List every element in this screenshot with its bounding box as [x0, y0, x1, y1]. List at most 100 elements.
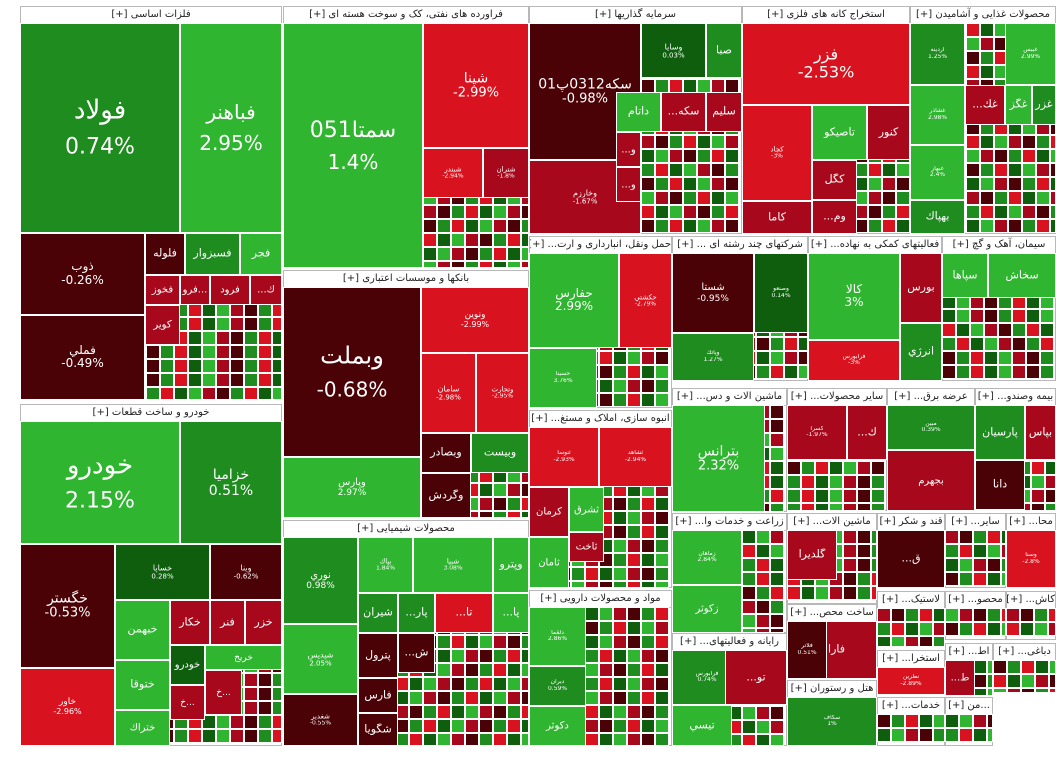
minor-stock-tile[interactable] — [970, 309, 984, 323]
minor-stock-tile[interactable] — [613, 393, 627, 407]
minor-stock-tile[interactable] — [966, 23, 980, 37]
minor-stock-tile[interactable] — [994, 163, 1008, 177]
stock-tile[interactable]: خبهمن — [115, 600, 170, 660]
stock-tile[interactable]: فجر — [240, 233, 282, 275]
minor-stock-tile[interactable] — [202, 373, 216, 387]
minor-stock-tile[interactable] — [174, 359, 188, 373]
minor-stock-tile[interactable] — [843, 475, 857, 489]
minor-stock-tile[interactable] — [970, 365, 984, 379]
minor-stock-tile[interactable] — [984, 351, 998, 365]
minor-stock-tile[interactable] — [984, 337, 998, 351]
sector-title[interactable]: هتل و رستوران [+] — [788, 681, 876, 698]
sector-title[interactable]: ...من [+] — [946, 698, 992, 715]
minor-stock-tile[interactable] — [258, 373, 272, 387]
minor-stock-tile[interactable] — [627, 581, 641, 588]
stock-tile[interactable]: فزر -2.53% — [742, 23, 910, 105]
stock-tile[interactable]: خزر — [245, 600, 282, 645]
stock-tile[interactable]: سكاف 1% — [787, 697, 877, 746]
minor-stock-tile[interactable] — [669, 163, 683, 177]
minor-stock-tile[interactable] — [1026, 337, 1040, 351]
minor-stock-tile[interactable] — [980, 23, 994, 37]
minor-stock-tile[interactable] — [465, 691, 479, 705]
minor-stock-tile[interactable] — [655, 691, 669, 705]
stock-tile[interactable]: سخاش — [988, 253, 1056, 298]
minor-stock-tile[interactable] — [160, 345, 174, 359]
minor-stock-tile[interactable] — [655, 79, 669, 93]
minor-stock-tile[interactable] — [843, 572, 857, 586]
minor-stock-tile[interactable] — [627, 393, 641, 407]
stock-tile[interactable]: كسرا -1.97% — [787, 405, 847, 460]
minor-stock-tile[interactable] — [613, 567, 627, 581]
minor-stock-tile[interactable] — [697, 177, 711, 191]
minor-stock-tile[interactable] — [216, 387, 230, 400]
minor-stock-tile[interactable] — [959, 714, 973, 728]
minor-stock-tile[interactable] — [942, 365, 956, 379]
stock-tile[interactable]: ذوب -0.26% — [20, 233, 145, 315]
minor-stock-tile[interactable] — [585, 677, 599, 691]
minor-stock-tile[interactable] — [1035, 688, 1049, 693]
stock-tile[interactable]: وبملت -0.68% — [283, 287, 421, 457]
minor-stock-tile[interactable] — [655, 177, 669, 191]
minor-stock-tile[interactable] — [1020, 608, 1034, 622]
minor-stock-tile[interactable] — [613, 705, 627, 719]
minor-stock-tile[interactable] — [987, 544, 1001, 558]
stock-tile[interactable]: دانا — [975, 460, 1025, 510]
minor-stock-tile[interactable] — [770, 600, 784, 614]
minor-stock-tile[interactable] — [756, 706, 770, 720]
minor-stock-tile[interactable] — [613, 351, 627, 365]
minor-stock-tile[interactable] — [599, 733, 613, 746]
stock-tile[interactable]: فولاد 0.74% — [20, 23, 180, 233]
minor-stock-tile[interactable] — [655, 635, 669, 649]
minor-stock-tile[interactable] — [697, 205, 711, 219]
minor-stock-tile[interactable] — [1034, 608, 1048, 622]
minor-stock-tile[interactable] — [877, 608, 891, 622]
minor-stock-tile[interactable] — [1012, 365, 1026, 379]
minor-stock-tile[interactable] — [641, 649, 655, 663]
minor-stock-tile[interactable] — [585, 621, 599, 635]
minor-stock-tile[interactable] — [966, 205, 980, 219]
minor-stock-tile[interactable] — [202, 331, 216, 345]
minor-stock-tile[interactable] — [1040, 323, 1054, 337]
minor-stock-tile[interactable] — [202, 715, 216, 729]
stock-tile[interactable]: حكشتي -2.79% — [619, 253, 672, 348]
minor-stock-tile[interactable] — [933, 714, 945, 728]
minor-stock-tile[interactable] — [216, 331, 230, 345]
stock-tile[interactable]: ونوين -2.99% — [421, 287, 529, 353]
minor-stock-tile[interactable] — [423, 261, 437, 268]
minor-stock-tile[interactable] — [451, 635, 465, 649]
minor-stock-tile[interactable] — [1050, 191, 1056, 205]
minor-stock-tile[interactable] — [244, 687, 258, 701]
minor-stock-tile[interactable] — [1036, 219, 1050, 233]
minor-stock-tile[interactable] — [871, 475, 885, 489]
stock-tile[interactable]: مبين 0.39% — [887, 405, 975, 450]
minor-stock-tile[interactable] — [973, 622, 987, 636]
stock-tile[interactable]: ...ك — [847, 405, 887, 460]
minor-stock-tile[interactable] — [627, 525, 641, 539]
minor-stock-tile[interactable] — [272, 303, 282, 317]
minor-stock-tile[interactable] — [627, 379, 641, 393]
minor-stock-tile[interactable] — [987, 558, 1001, 572]
minor-stock-tile[interactable] — [188, 317, 202, 331]
stock-tile[interactable]: زكوثر — [672, 585, 742, 633]
minor-stock-tile[interactable] — [669, 149, 683, 163]
minor-stock-tile[interactable] — [801, 503, 815, 511]
minor-stock-tile[interactable] — [655, 525, 669, 539]
minor-stock-tile[interactable] — [725, 163, 739, 177]
stock-tile[interactable]: انرژي — [900, 323, 942, 381]
minor-stock-tile[interactable] — [272, 729, 282, 743]
minor-stock-tile[interactable] — [479, 719, 493, 733]
minor-stock-tile[interactable] — [882, 191, 896, 205]
minor-stock-tile[interactable] — [479, 733, 493, 746]
minor-stock-tile[interactable] — [1034, 622, 1048, 636]
minor-stock-tile[interactable] — [896, 205, 910, 219]
minor-stock-tile[interactable] — [258, 673, 272, 687]
minor-stock-tile[interactable] — [423, 247, 437, 261]
minor-stock-tile[interactable] — [451, 705, 465, 719]
minor-stock-tile[interactable] — [877, 636, 891, 647]
stock-tile[interactable]: شپديس 2.05% — [283, 624, 358, 694]
minor-stock-tile[interactable] — [787, 586, 801, 600]
minor-stock-tile[interactable] — [1036, 191, 1050, 205]
minor-stock-tile[interactable] — [465, 247, 479, 261]
minor-stock-tile[interactable] — [437, 247, 451, 261]
stock-tile[interactable]: وصنعو 0.14% — [754, 253, 808, 333]
